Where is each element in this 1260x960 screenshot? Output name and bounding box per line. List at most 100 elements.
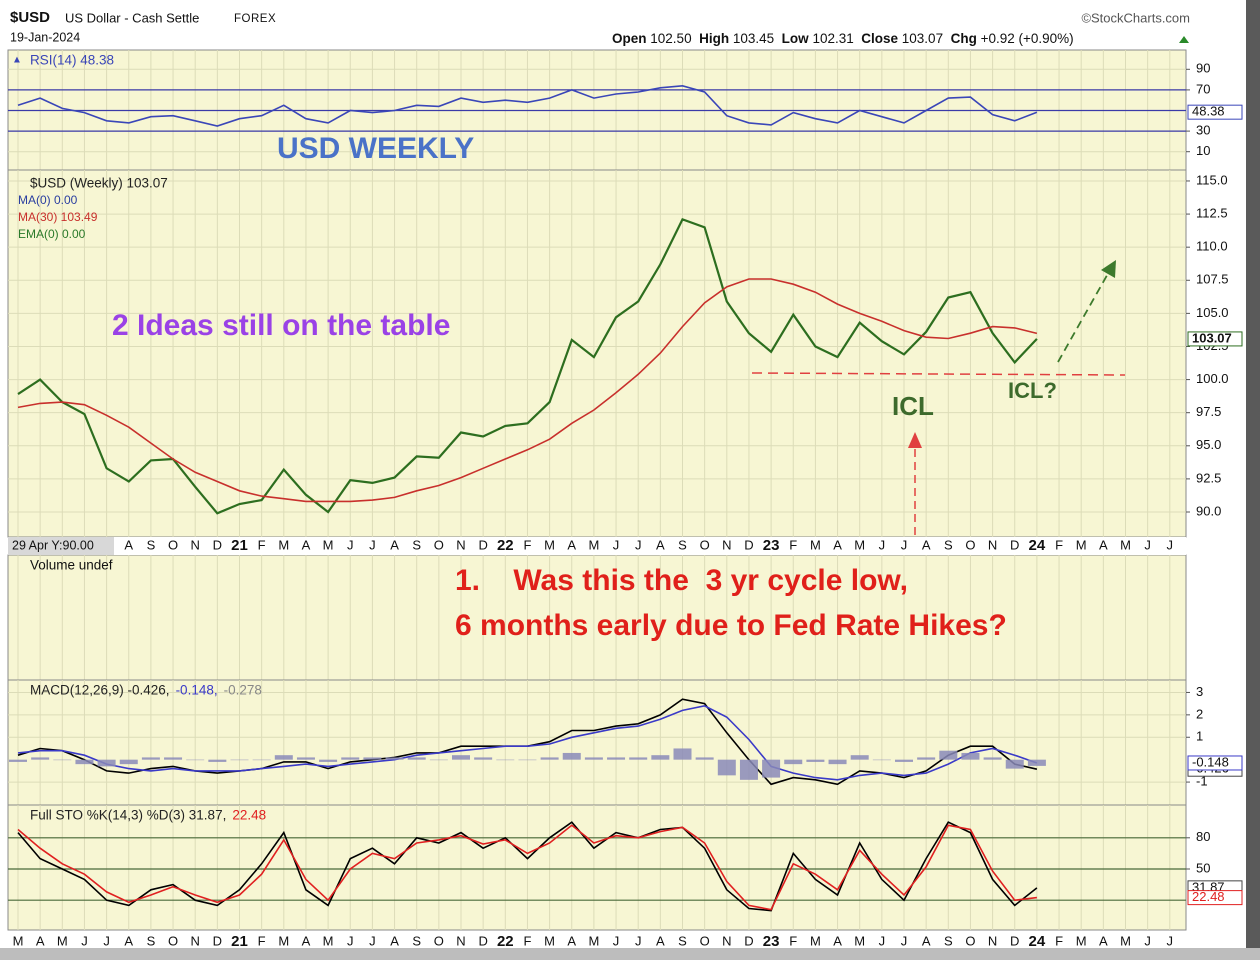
legend-entry: 22.48 (232, 808, 266, 823)
close-label: Close (861, 31, 898, 46)
chg: +0.92 (+0.90%) (981, 31, 1074, 46)
histogram-bar (917, 757, 936, 760)
histogram-bar (872, 759, 891, 761)
histogram-bar (651, 755, 670, 760)
x-tick-label: A (36, 933, 45, 948)
value-box (1187, 104, 1243, 120)
x-tick-label: M (544, 933, 555, 948)
x-tick-label: M (810, 933, 821, 948)
x-tick-label: N (722, 537, 731, 552)
panel-background (7, 804, 1187, 931)
x-tick-label: J (103, 933, 110, 948)
histogram-bar (452, 755, 470, 760)
y-tick-label: 3 (1196, 684, 1203, 699)
histogram-bar (341, 757, 360, 760)
value-box (1187, 331, 1243, 347)
forecast-arrow (1057, 269, 1111, 363)
x-tick-label: A (833, 933, 842, 948)
histogram-bar (53, 759, 72, 761)
y-tick-label: 95.0 (1196, 437, 1221, 452)
x-tick-label: 22 (497, 933, 514, 950)
histogram-bar (540, 757, 559, 760)
date: 19-Jan-2024 (10, 30, 80, 44)
histogram-bar (119, 759, 138, 765)
window-edge (1246, 0, 1260, 960)
x-tick-label: A (567, 537, 576, 552)
x-tick-label: J (635, 537, 642, 552)
series-line (17, 218, 1038, 515)
legend-entry: Full STO %K(14,3) %D(3) 31.87, (30, 808, 226, 823)
annotation-icl: ICL (892, 391, 934, 421)
histogram-bar (429, 759, 448, 761)
value-box (1187, 755, 1243, 771)
histogram-bar (407, 757, 426, 760)
y-tick-label: 90.0 (1196, 503, 1221, 518)
x-tick-label: 21 (231, 933, 248, 950)
x-tick-label: 24 (1029, 537, 1046, 554)
exchange: FOREX (234, 13, 276, 25)
value-box (1187, 890, 1243, 906)
x-tick-label: J (1167, 933, 1174, 948)
x-tick-label: O (700, 537, 710, 552)
histogram-bar (784, 759, 803, 765)
histogram-bar (562, 752, 581, 760)
x-tick-label: S (147, 537, 156, 552)
series-line (17, 278, 1038, 503)
annotation-title: USD WEEKLY (277, 132, 474, 165)
y-tick-label: 100.0 (1196, 371, 1229, 386)
x-tick-label: M (1076, 537, 1087, 552)
x-tick-label: F (789, 537, 797, 552)
x-tick-label: M (278, 933, 289, 948)
x-tick-label: D (213, 537, 222, 552)
x-tick-label: O (168, 933, 178, 948)
value-box-label: 22.48 (1192, 889, 1225, 904)
x-tick-label: D (478, 933, 487, 948)
y-tick-label: 70 (1196, 81, 1210, 96)
x-tick-label: J (1144, 537, 1151, 552)
x-tick-label: A (656, 933, 665, 948)
x-tick-label: M (854, 933, 865, 948)
open-label: Open (612, 31, 647, 46)
y-tick-label: 92.5 (1196, 470, 1221, 485)
x-tick-label: 22 (497, 537, 514, 554)
histogram-bar (607, 757, 626, 760)
x-tick-label: D (1010, 537, 1019, 552)
x-tick-label: F (789, 933, 797, 948)
x-tick-label: M (854, 537, 865, 552)
histogram-bar (496, 759, 515, 761)
x-tick-label: S (944, 537, 953, 552)
x-tick-label: N (191, 537, 200, 552)
annotation-question: 1. Was this the 3 yr cycle low, (455, 564, 908, 597)
x-tick-label: M (278, 537, 289, 552)
high: 103.45 (733, 31, 774, 46)
histogram-bar (9, 759, 27, 762)
x-tick-label: J (613, 537, 620, 552)
x-tick-label: F (1055, 537, 1063, 552)
x-tick-label: A (124, 537, 133, 552)
x-tick-label: N (456, 933, 465, 948)
y-tick-label: 107.5 (1196, 272, 1229, 287)
histogram-bar (695, 757, 714, 760)
y-tick-label: 112.5 (1196, 206, 1228, 221)
volume-legend: Volume undef (30, 558, 113, 573)
close: 103.07 (902, 31, 943, 46)
x-tick-label: J (81, 933, 88, 948)
x-tick-label: F (523, 537, 531, 552)
legend-entry: MACD(12,26,9) -0.426, (30, 683, 170, 698)
legend-entry: MA(0) 0.00 (18, 193, 78, 207)
series-line (17, 84, 1038, 127)
histogram-bar (717, 759, 736, 776)
x-tick-label: M (1120, 933, 1131, 948)
low-label: Low (782, 31, 809, 46)
histogram-bar (983, 757, 1002, 760)
y-tick-label: 30 (1196, 123, 1210, 138)
x-tick-label: M (810, 537, 821, 552)
x-tick-label: N (191, 933, 200, 948)
y-tick-label: 105.0 (1196, 305, 1229, 320)
x-tick-label: J (369, 537, 376, 552)
x-tick-label: F (523, 933, 531, 948)
y-tick-label: 110.0 (1196, 239, 1228, 254)
x-tick-label: J (879, 933, 886, 948)
x-tick-label: J (347, 537, 354, 552)
value-box-label: -0.148 (1192, 754, 1229, 769)
